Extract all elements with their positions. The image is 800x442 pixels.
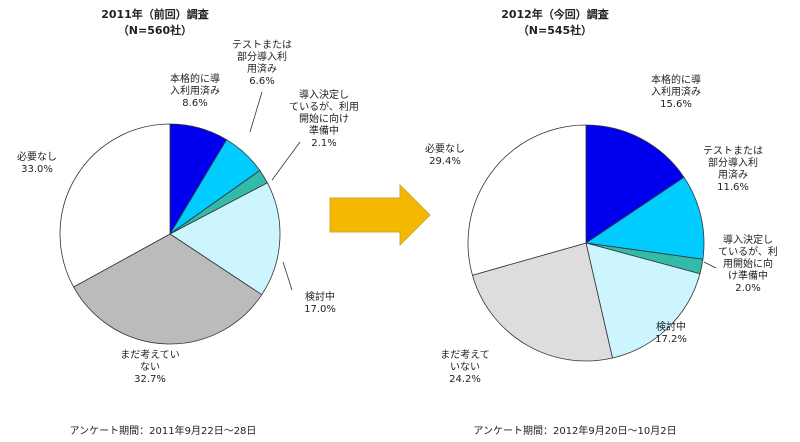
slice-label: 必要なし 29.4% [425,142,465,167]
slice-label: まだ考えていない 32.7% [120,349,180,385]
pie-slice [467,124,587,276]
chart-title: 2011年（前回）調査 [101,7,209,21]
slice-label: テストまたは部分導入利用済み 11.6% [703,145,763,193]
leader-line [703,261,717,269]
pie-slice [585,242,701,359]
slice-label: 本格的に導入利用済み 15.6% [651,73,701,110]
leader-line [271,141,301,181]
leader-line [282,261,293,291]
pie-slice [169,182,281,296]
slice-label: 導入決定しているが、利用開始に向け準備中 2.1% [289,88,359,149]
chart-subtitle: （N=545社） [518,23,592,37]
pie-chart-2011: 2011年（前回）調査 （N=560社） 本格的に導入利用済み 8.6% テストまたは部… [17,7,359,437]
chart-subtitle: （N=560社） [118,23,192,37]
right-arrow-icon [329,183,431,247]
survey-period: アンケート期間：2012年9月20日～10月2日 [473,424,676,437]
slice-label: 検討中 17.2% [655,320,687,345]
slice-label: 検討中 17.0% [304,290,336,315]
slice-label: 本格的に導入利用済み 8.6% [170,72,220,109]
leader-line [249,91,263,133]
survey-period: アンケート期間：2011年9月22日～28日 [70,424,257,437]
slice-label: 導入決定しているが、利用開始に向け準備中 2.0% [718,233,778,294]
slice-label: テストまたは部分導入利用済み 6.6% [232,39,292,87]
pie-slice [584,176,705,260]
pie-slice [59,123,171,288]
slice-label: 必要なし 33.0% [17,150,57,175]
pie-chart-2012: 2012年（今回）調査 （N=545社） 本格的に導入利用済み 15.6%テストまたは… [425,7,778,437]
pie-slice [585,124,685,244]
chart-title: 2012年（今回）調査 [501,7,609,21]
pie-slice [471,242,613,362]
slice-label: まだ考えていない 24.2% [440,349,490,385]
